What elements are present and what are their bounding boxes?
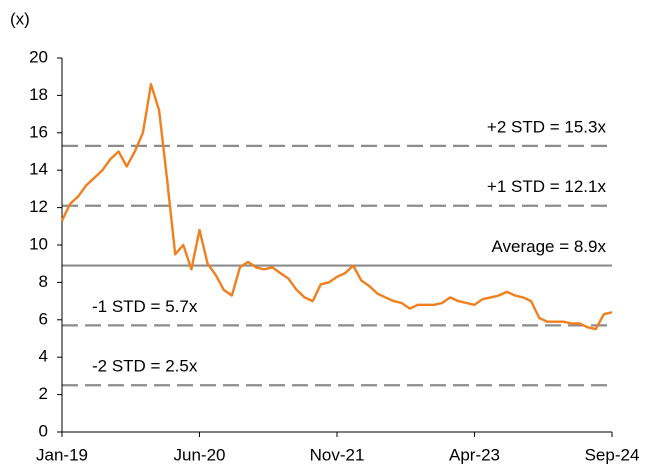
reference-label: +1 STD = 12.1x — [487, 177, 607, 196]
y-tick-label: 8 — [39, 272, 48, 291]
y-tick-label: 4 — [39, 347, 48, 366]
reference-label: Average = 8.9x — [491, 237, 606, 256]
x-tick-label: Nov-21 — [310, 445, 365, 464]
y-tick-label: 10 — [29, 234, 48, 253]
y-tick-label: 12 — [29, 197, 48, 216]
data-line — [60, 83, 613, 331]
reference-label: -1 STD = 5.7x — [92, 297, 198, 316]
y-axis-label: (x) — [10, 9, 30, 28]
y-tick-label: 18 — [29, 85, 48, 104]
y-tick-label: 14 — [29, 160, 48, 179]
y-tick-label: 0 — [39, 421, 48, 440]
reference-label: +2 STD = 15.3x — [487, 117, 607, 136]
y-tick-label: 16 — [29, 122, 48, 141]
y-tick-label: 6 — [39, 309, 48, 328]
x-tick-label: Jun-20 — [174, 445, 226, 464]
x-tick-label: Sep-24 — [585, 445, 640, 464]
y-tick-label: 2 — [39, 384, 48, 403]
x-tick-label: Apr-23 — [449, 445, 500, 464]
x-tick-label: Jan-19 — [36, 445, 88, 464]
y-tick-label: 20 — [29, 47, 48, 66]
reference-label: -2 STD = 2.5x — [92, 357, 198, 376]
